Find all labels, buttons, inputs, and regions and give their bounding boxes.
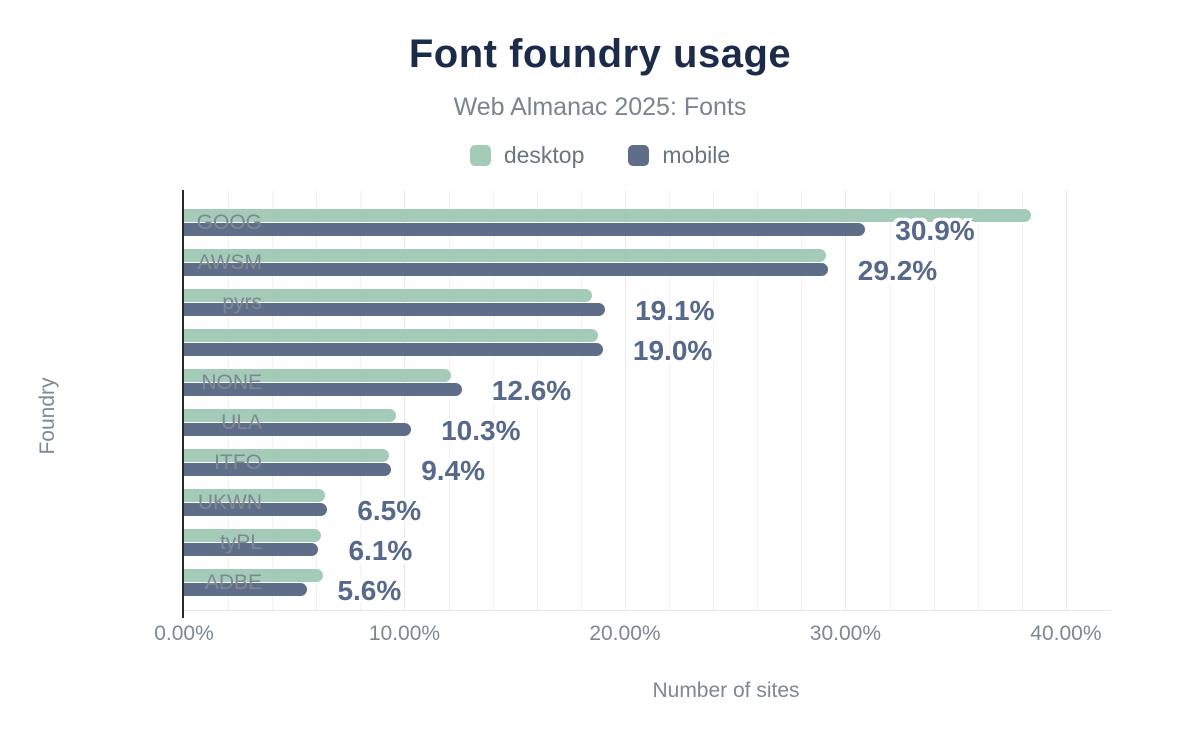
desktop-bar	[184, 569, 323, 582]
gridline	[933, 190, 935, 610]
x-axis-title: Number of sites	[652, 679, 800, 702]
mobile-bar	[184, 423, 412, 436]
gridline	[757, 190, 759, 610]
gridline	[316, 190, 318, 610]
chart-subtitle: Web Almanac 2025: Fonts	[453, 93, 747, 121]
gridline	[360, 190, 362, 610]
x-axis-line	[184, 610, 1110, 611]
category-label: tyPL	[219, 530, 262, 554]
desktop-bar	[184, 289, 592, 302]
category-label: AWSM	[197, 250, 262, 274]
x-tick-label: 40.00%	[1030, 622, 1102, 645]
category-label: ADBE	[204, 570, 262, 594]
plot-area: 30.9% 29.2% 19.1% 19.0% 12.6% 10.3% 9.4% 6.5% 6.…	[182, 190, 1110, 618]
chart-title: Font foundry usage	[408, 32, 792, 76]
desktop-bar	[184, 249, 826, 262]
desktop-bar	[184, 369, 451, 382]
category-label: NONE	[201, 370, 262, 394]
bar-value-label: 19.0%	[632, 334, 713, 366]
desktop-bar	[184, 489, 326, 502]
desktop-series-swatch-icon	[469, 145, 491, 166]
y-axis-title: Foundry	[36, 377, 59, 455]
gridline	[580, 190, 582, 610]
gridline	[228, 190, 230, 610]
desktop-bar	[184, 529, 321, 542]
legend: desktop mobile	[0, 142, 1200, 169]
mobile-bar	[184, 343, 603, 356]
mobile-bar	[184, 463, 392, 476]
x-tick-label: 20.00%	[589, 622, 661, 645]
legend-label-desktop: desktop	[503, 142, 585, 168]
desktop-bar	[184, 449, 390, 462]
gridline	[1065, 190, 1067, 610]
category-label: pyrs	[222, 290, 262, 314]
legend-label-mobile: mobile	[662, 142, 731, 168]
category-label: UKWN	[197, 490, 262, 514]
gridline	[624, 190, 626, 610]
gridline	[801, 190, 803, 610]
bar-value-label: 6.1%	[348, 534, 413, 566]
desktop-bar	[184, 329, 599, 342]
bar-value-label: 29.2%	[857, 254, 938, 286]
mobile-bar	[184, 503, 328, 516]
legend-item-mobile[interactable]: mobile	[628, 142, 730, 169]
mobile-bar	[184, 303, 606, 316]
x-tick-label: 0.00%	[154, 622, 214, 645]
mobile-bar	[184, 383, 462, 396]
y-axis-line	[182, 190, 184, 618]
gridline	[492, 190, 494, 610]
gridline	[448, 190, 450, 610]
mobile-bar	[184, 583, 308, 596]
mobile-bar	[184, 543, 319, 556]
bar-value-label: 9.4%	[421, 454, 486, 486]
bar-value-label: 5.6%	[337, 574, 402, 606]
gridline	[1021, 190, 1023, 610]
gridline	[536, 190, 538, 610]
gridline	[713, 190, 715, 610]
desktop-bar	[184, 209, 1031, 222]
legend-item-desktop[interactable]: desktop	[469, 142, 585, 169]
category-label: GOOG	[196, 210, 262, 234]
x-tick-label: 30.00%	[809, 622, 882, 645]
desktop-bar	[184, 409, 396, 422]
category-label: ITFO	[214, 450, 262, 474]
gridline	[845, 190, 847, 610]
bar-value-label: 19.1%	[635, 294, 715, 326]
gridline	[889, 190, 891, 610]
bar-value-label: 6.5%	[357, 494, 422, 526]
gridline	[272, 190, 274, 610]
gridline	[404, 190, 406, 610]
bar-value-label: 30.9%	[895, 214, 975, 246]
gridline	[669, 190, 671, 610]
x-tick-label: 10.00%	[368, 622, 441, 645]
mobile-bar	[184, 223, 866, 236]
bar-value-label: 12.6%	[491, 374, 572, 406]
gridline	[977, 190, 979, 610]
mobile-series-swatch-icon	[628, 145, 650, 166]
bar-value-label: 10.3%	[441, 414, 521, 446]
category-label: ULA	[221, 410, 262, 434]
mobile-bar	[184, 263, 828, 276]
